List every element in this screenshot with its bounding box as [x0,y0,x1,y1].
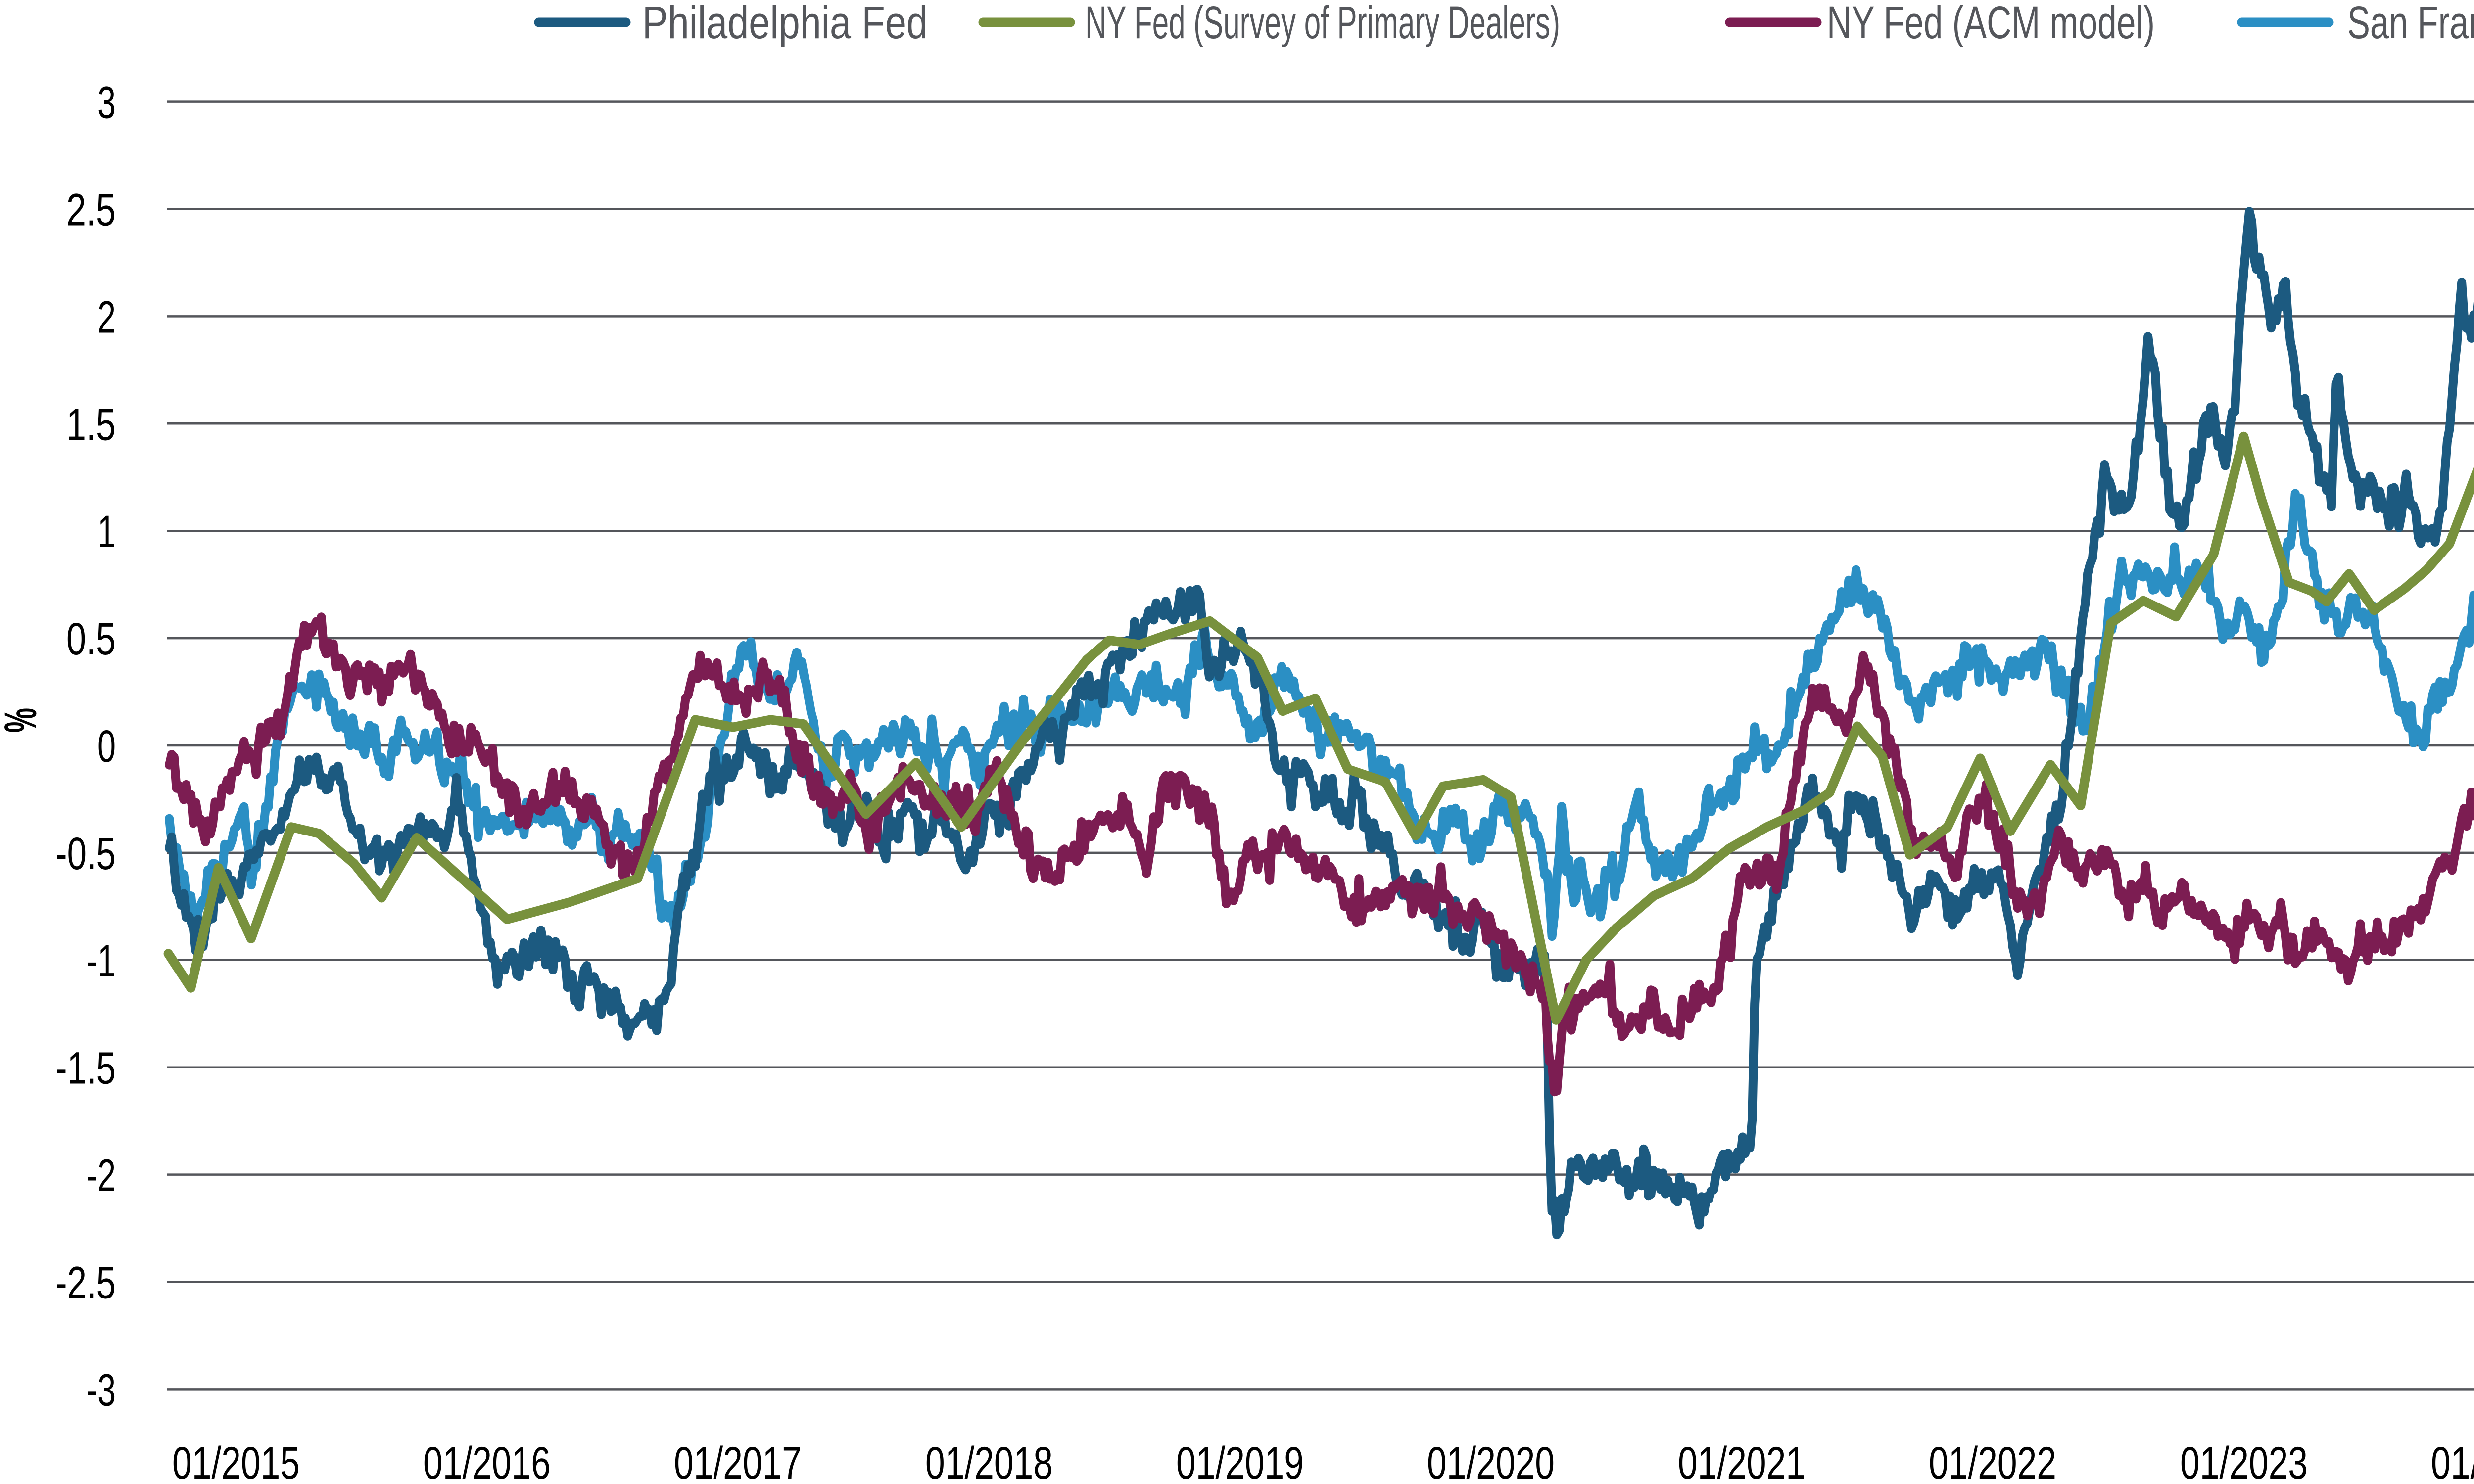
svg-text:-1.5: -1.5 [55,1043,116,1094]
svg-text:3: 3 [97,78,116,128]
svg-text:-3: -3 [87,1365,116,1415]
svg-text:01/2024: 01/2024 [2431,1438,2474,1484]
svg-text:01/2019: 01/2019 [1176,1438,1304,1484]
svg-text:-0.5: -0.5 [55,829,116,879]
svg-text:San Francisco Fed: San Francisco Fed [2347,0,2474,48]
svg-text:01/2016: 01/2016 [423,1438,551,1484]
svg-text:01/2017: 01/2017 [674,1438,802,1484]
svg-text:%: % [0,708,46,733]
svg-text:Philadelphia Fed: Philadelphia Fed [642,0,928,48]
svg-text:2: 2 [97,292,116,342]
svg-text:01/2022: 01/2022 [1929,1438,2056,1484]
svg-text:01/2023: 01/2023 [2180,1438,2308,1484]
svg-text:0: 0 [97,721,116,772]
svg-text:01/2015: 01/2015 [172,1438,300,1484]
svg-text:01/2018: 01/2018 [925,1438,1053,1484]
svg-text:-1: -1 [87,936,116,986]
svg-text:0.5: 0.5 [66,614,116,664]
svg-text:01/2020: 01/2020 [1427,1438,1555,1484]
svg-text:1.5: 1.5 [66,399,116,450]
svg-text:1: 1 [97,507,116,557]
svg-text:-2.5: -2.5 [55,1258,116,1308]
svg-text:2.5: 2.5 [66,185,116,235]
svg-text:NY Fed (Survey of Primary Deal: NY Fed (Survey of Primary Dealers) [1085,0,1560,48]
svg-text:-2: -2 [87,1151,116,1201]
svg-text:01/2021: 01/2021 [1678,1438,1806,1484]
svg-text:NY Fed (ACM model): NY Fed (ACM model) [1827,0,2155,48]
